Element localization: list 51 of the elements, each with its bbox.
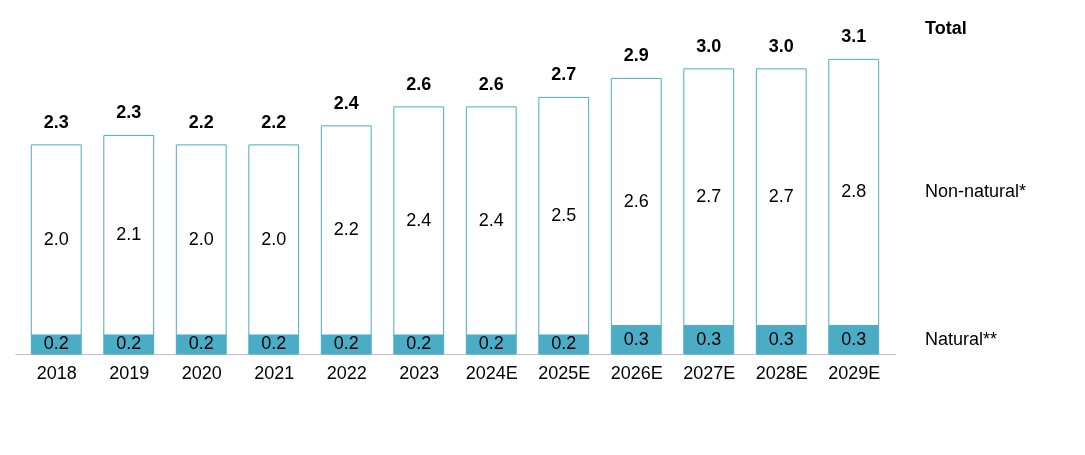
total-label: 2.3 — [116, 102, 142, 123]
data-label: 2.0 — [188, 228, 214, 249]
data-label: 2.6 — [623, 190, 649, 211]
data-label: 2.0 — [261, 228, 287, 249]
x-tick-label: 2021 — [254, 362, 295, 383]
data-label: 0.3 — [841, 328, 867, 349]
data-label: 2.7 — [768, 186, 794, 207]
total-label: 2.9 — [623, 45, 649, 66]
data-label: 0.2 — [406, 333, 432, 354]
data-label: 2.5 — [551, 205, 577, 226]
data-label: 0.2 — [333, 333, 359, 354]
x-tick-label: 2018 — [36, 362, 77, 383]
data-label: 0.2 — [43, 333, 69, 354]
data-label: 2.0 — [43, 228, 69, 249]
data-label: 2.1 — [116, 224, 142, 245]
total-label: 2.6 — [478, 73, 504, 94]
x-tick-label: 2026E — [610, 362, 663, 383]
text: Total — [925, 18, 967, 39]
x-tick-label: 2023 — [399, 362, 440, 383]
total-label: 2.7 — [551, 64, 577, 85]
text: Natural** — [925, 328, 998, 349]
total-label: 2.3 — [43, 111, 69, 132]
data-label: 0.2 — [478, 333, 504, 354]
x-tick-label: 2027E — [683, 362, 736, 383]
x-tick-label: 2029E — [828, 362, 881, 383]
text: Non-natural* — [925, 181, 1027, 202]
total-label: 2.2 — [261, 111, 287, 132]
data-label: 2.4 — [406, 209, 432, 230]
x-tick-label: 2025E — [538, 362, 591, 383]
total-label: 2.2 — [188, 111, 214, 132]
total-label: 2.4 — [333, 92, 359, 113]
total-label: 3.0 — [696, 35, 722, 56]
data-label: 0.2 — [551, 333, 577, 354]
data-label: 2.8 — [841, 181, 867, 202]
x-tick-label: 2019 — [109, 362, 150, 383]
data-label: 0.2 — [116, 333, 142, 354]
x-tick-label: 2024E — [465, 362, 518, 383]
data-label: 0.3 — [768, 328, 794, 349]
x-tick-label: 2028E — [755, 362, 808, 383]
total-label: 3.1 — [841, 26, 867, 47]
data-label: 0.2 — [188, 333, 214, 354]
data-label: 0.3 — [696, 328, 722, 349]
total-label: 3.0 — [768, 35, 794, 56]
data-label: 0.3 — [623, 328, 649, 349]
data-label: 0.2 — [261, 333, 287, 354]
data-label: 2.4 — [478, 209, 504, 230]
data-label: 2.2 — [333, 219, 359, 240]
total-label: 2.6 — [406, 73, 432, 94]
x-tick-label: 2020 — [181, 362, 222, 383]
x-tick-label: 2022 — [326, 362, 367, 383]
data-label: 2.7 — [696, 186, 722, 207]
